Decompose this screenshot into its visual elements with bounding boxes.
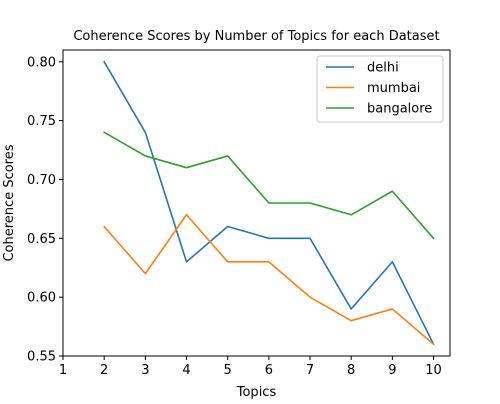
x-tick-label: 4 xyxy=(182,363,190,378)
x-tick-label: 2 xyxy=(100,363,108,378)
legend: delhi mumbai bangalore xyxy=(316,55,444,123)
x-tick-label: 7 xyxy=(306,363,314,378)
series-line-delhi xyxy=(103,60,435,346)
y-tick-label: 0.60 xyxy=(27,291,56,306)
y-axis: 0.55 0.60 0.65 0.70 0.75 0.80 xyxy=(27,55,63,365)
series-line-bangalore xyxy=(103,131,435,240)
legend-label-delhi: delhi xyxy=(367,61,399,76)
y-axis-label: Coherence Scores xyxy=(2,144,17,261)
series-layer xyxy=(103,60,435,346)
legend-box xyxy=(316,55,444,123)
plot-area xyxy=(62,49,451,357)
x-tick-label: 3 xyxy=(141,363,149,378)
x-tick-label: 6 xyxy=(265,363,273,378)
plot-frame xyxy=(62,49,451,357)
x-tick-label: 8 xyxy=(347,363,355,378)
y-tick-label: 0.75 xyxy=(27,114,56,129)
legend-label-bangalore: bangalore xyxy=(367,102,432,117)
y-tick-label: 0.65 xyxy=(27,232,56,247)
chart-title: Coherence Scores by Number of Topics for… xyxy=(73,29,439,44)
y-tick-label: 0.55 xyxy=(27,350,56,365)
series-line-mumbai xyxy=(103,213,435,346)
x-tick-label: 1 xyxy=(59,363,67,378)
y-tick-label: 0.70 xyxy=(27,173,56,188)
x-tick-label: 10 xyxy=(425,363,442,378)
x-axis: 1 2 3 4 5 6 7 8 9 10 xyxy=(59,356,442,378)
x-tick-label: 5 xyxy=(224,363,232,378)
x-tick-label: 9 xyxy=(388,363,396,378)
legend-label-mumbai: mumbai xyxy=(367,81,420,96)
x-axis-label: Topics xyxy=(236,385,277,400)
y-tick-label: 0.80 xyxy=(27,55,56,70)
